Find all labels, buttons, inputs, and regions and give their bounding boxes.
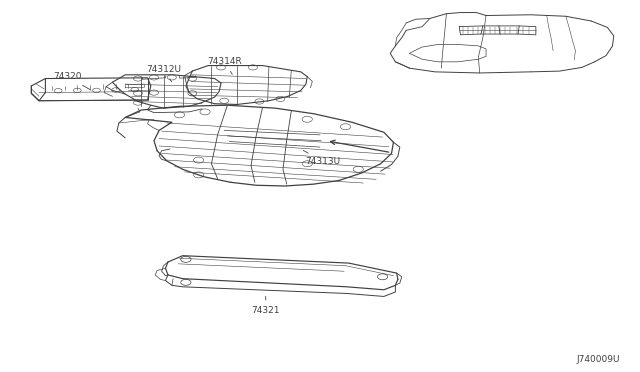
Text: 74320: 74320 bbox=[54, 72, 91, 90]
Text: 74312U: 74312U bbox=[146, 65, 181, 82]
Text: 74314R: 74314R bbox=[207, 57, 241, 74]
Text: J740009U: J740009U bbox=[577, 355, 620, 364]
Text: 74313U: 74313U bbox=[303, 150, 340, 166]
Text: 74321: 74321 bbox=[252, 296, 280, 315]
